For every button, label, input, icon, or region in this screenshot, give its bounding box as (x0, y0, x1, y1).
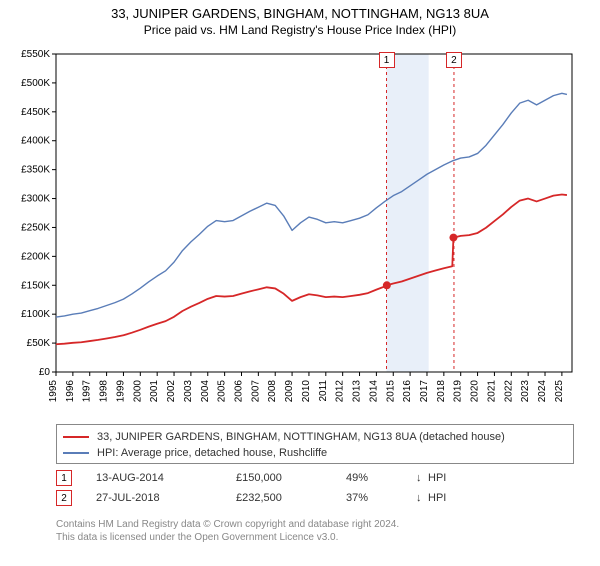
svg-text:£200K: £200K (21, 251, 50, 262)
svg-text:£500K: £500K (21, 78, 50, 89)
footnote-line: Contains HM Land Registry data © Crown c… (56, 518, 399, 531)
svg-text:2019: 2019 (453, 380, 464, 403)
svg-text:2007: 2007 (250, 380, 261, 403)
svg-text:1999: 1999 (115, 380, 126, 403)
sale-date: 13-AUG-2014 (96, 472, 236, 484)
legend-item: 33, JUNIPER GARDENS, BINGHAM, NOTTINGHAM… (63, 429, 567, 445)
svg-text:2003: 2003 (183, 380, 194, 403)
sales-table: 1 13-AUG-2014 £150,000 49% ↓ HPI 2 27-JU… (56, 468, 446, 508)
svg-text:2005: 2005 (217, 380, 228, 403)
svg-text:£300K: £300K (21, 194, 50, 205)
legend-label: HPI: Average price, detached house, Rush… (97, 445, 327, 461)
svg-text:£450K: £450K (21, 107, 50, 118)
svg-text:£150K: £150K (21, 280, 50, 291)
footnote-line: This data is licensed under the Open Gov… (56, 531, 399, 544)
svg-text:2008: 2008 (267, 380, 278, 403)
svg-text:£550K: £550K (21, 49, 50, 60)
chart-title: 33, JUNIPER GARDENS, BINGHAM, NOTTINGHAM… (0, 6, 600, 21)
sale-price: £150,000 (236, 472, 346, 484)
chart-subtitle: Price paid vs. HM Land Registry's House … (0, 23, 600, 37)
svg-text:2010: 2010 (301, 380, 312, 403)
svg-text:£350K: £350K (21, 165, 50, 176)
svg-text:£50K: £50K (27, 338, 51, 349)
legend-item: HPI: Average price, detached house, Rush… (63, 445, 567, 461)
svg-text:1995: 1995 (48, 380, 59, 403)
sale-hpi-pct: 37% (346, 492, 416, 504)
sale-date: 27-JUL-2018 (96, 492, 236, 504)
sale-badge: 2 (56, 490, 72, 506)
sale-price: £232,500 (236, 492, 346, 504)
legend: 33, JUNIPER GARDENS, BINGHAM, NOTTINGHAM… (56, 424, 574, 464)
sale-badge-1-on-chart: 1 (379, 52, 395, 68)
down-arrow-icon: ↓ (416, 492, 428, 504)
sale-badge-2-on-chart: 2 (446, 52, 462, 68)
svg-text:2013: 2013 (352, 380, 363, 403)
down-arrow-icon: ↓ (416, 472, 428, 484)
svg-text:2022: 2022 (503, 380, 514, 403)
legend-label: 33, JUNIPER GARDENS, BINGHAM, NOTTINGHAM… (97, 429, 505, 445)
svg-text:2023: 2023 (520, 380, 531, 403)
svg-text:2014: 2014 (368, 380, 379, 403)
svg-text:2006: 2006 (233, 380, 244, 403)
svg-text:2012: 2012 (335, 380, 346, 403)
sale-hpi-label: HPI (428, 492, 446, 504)
svg-text:1996: 1996 (65, 380, 76, 403)
svg-text:2001: 2001 (149, 380, 160, 403)
legend-swatch (63, 436, 89, 438)
sale-row: 1 13-AUG-2014 £150,000 49% ↓ HPI (56, 468, 446, 488)
svg-text:2011: 2011 (318, 380, 329, 402)
chart-svg: £0 £50K £100K £150K £200K £250K £300K £350K £400… (0, 44, 600, 414)
svg-text:£250K: £250K (21, 222, 50, 233)
sale-hpi-pct: 49% (346, 472, 416, 484)
svg-text:2002: 2002 (166, 380, 177, 403)
svg-text:2024: 2024 (537, 380, 548, 403)
svg-text:2016: 2016 (402, 380, 413, 403)
svg-text:£400K: £400K (21, 136, 50, 147)
svg-text:2009: 2009 (284, 380, 295, 403)
svg-text:£100K: £100K (21, 309, 50, 320)
footnotes: Contains HM Land Registry data © Crown c… (56, 518, 399, 544)
legend-swatch (63, 452, 89, 454)
svg-text:2020: 2020 (470, 380, 481, 403)
svg-text:2018: 2018 (436, 380, 447, 403)
sale-row: 2 27-JUL-2018 £232,500 37% ↓ HPI (56, 488, 446, 508)
svg-text:1997: 1997 (82, 380, 93, 403)
svg-text:2021: 2021 (486, 380, 497, 403)
sale-badge: 1 (56, 470, 72, 486)
svg-text:2004: 2004 (200, 380, 211, 403)
svg-text:1998: 1998 (99, 380, 110, 403)
sale-hpi-label: HPI (428, 472, 446, 484)
svg-text:2000: 2000 (132, 380, 143, 403)
svg-text:2025: 2025 (554, 380, 565, 403)
svg-text:2017: 2017 (419, 380, 430, 403)
chart-plot: £0 £50K £100K £150K £200K £250K £300K £350K £400… (0, 44, 600, 414)
svg-text:2015: 2015 (385, 380, 396, 403)
svg-text:£0: £0 (39, 367, 51, 378)
